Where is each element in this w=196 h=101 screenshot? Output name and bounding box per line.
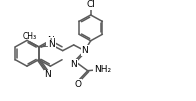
Text: N: N: [47, 36, 54, 45]
Text: Cl: Cl: [86, 0, 95, 9]
Text: H: H: [49, 38, 54, 47]
Text: N: N: [44, 70, 51, 79]
Text: N: N: [48, 40, 55, 49]
Text: N: N: [70, 59, 77, 68]
Text: NH₂: NH₂: [94, 65, 111, 74]
Text: CH₃: CH₃: [23, 32, 37, 41]
Text: N: N: [81, 46, 88, 55]
Text: O: O: [74, 80, 81, 89]
